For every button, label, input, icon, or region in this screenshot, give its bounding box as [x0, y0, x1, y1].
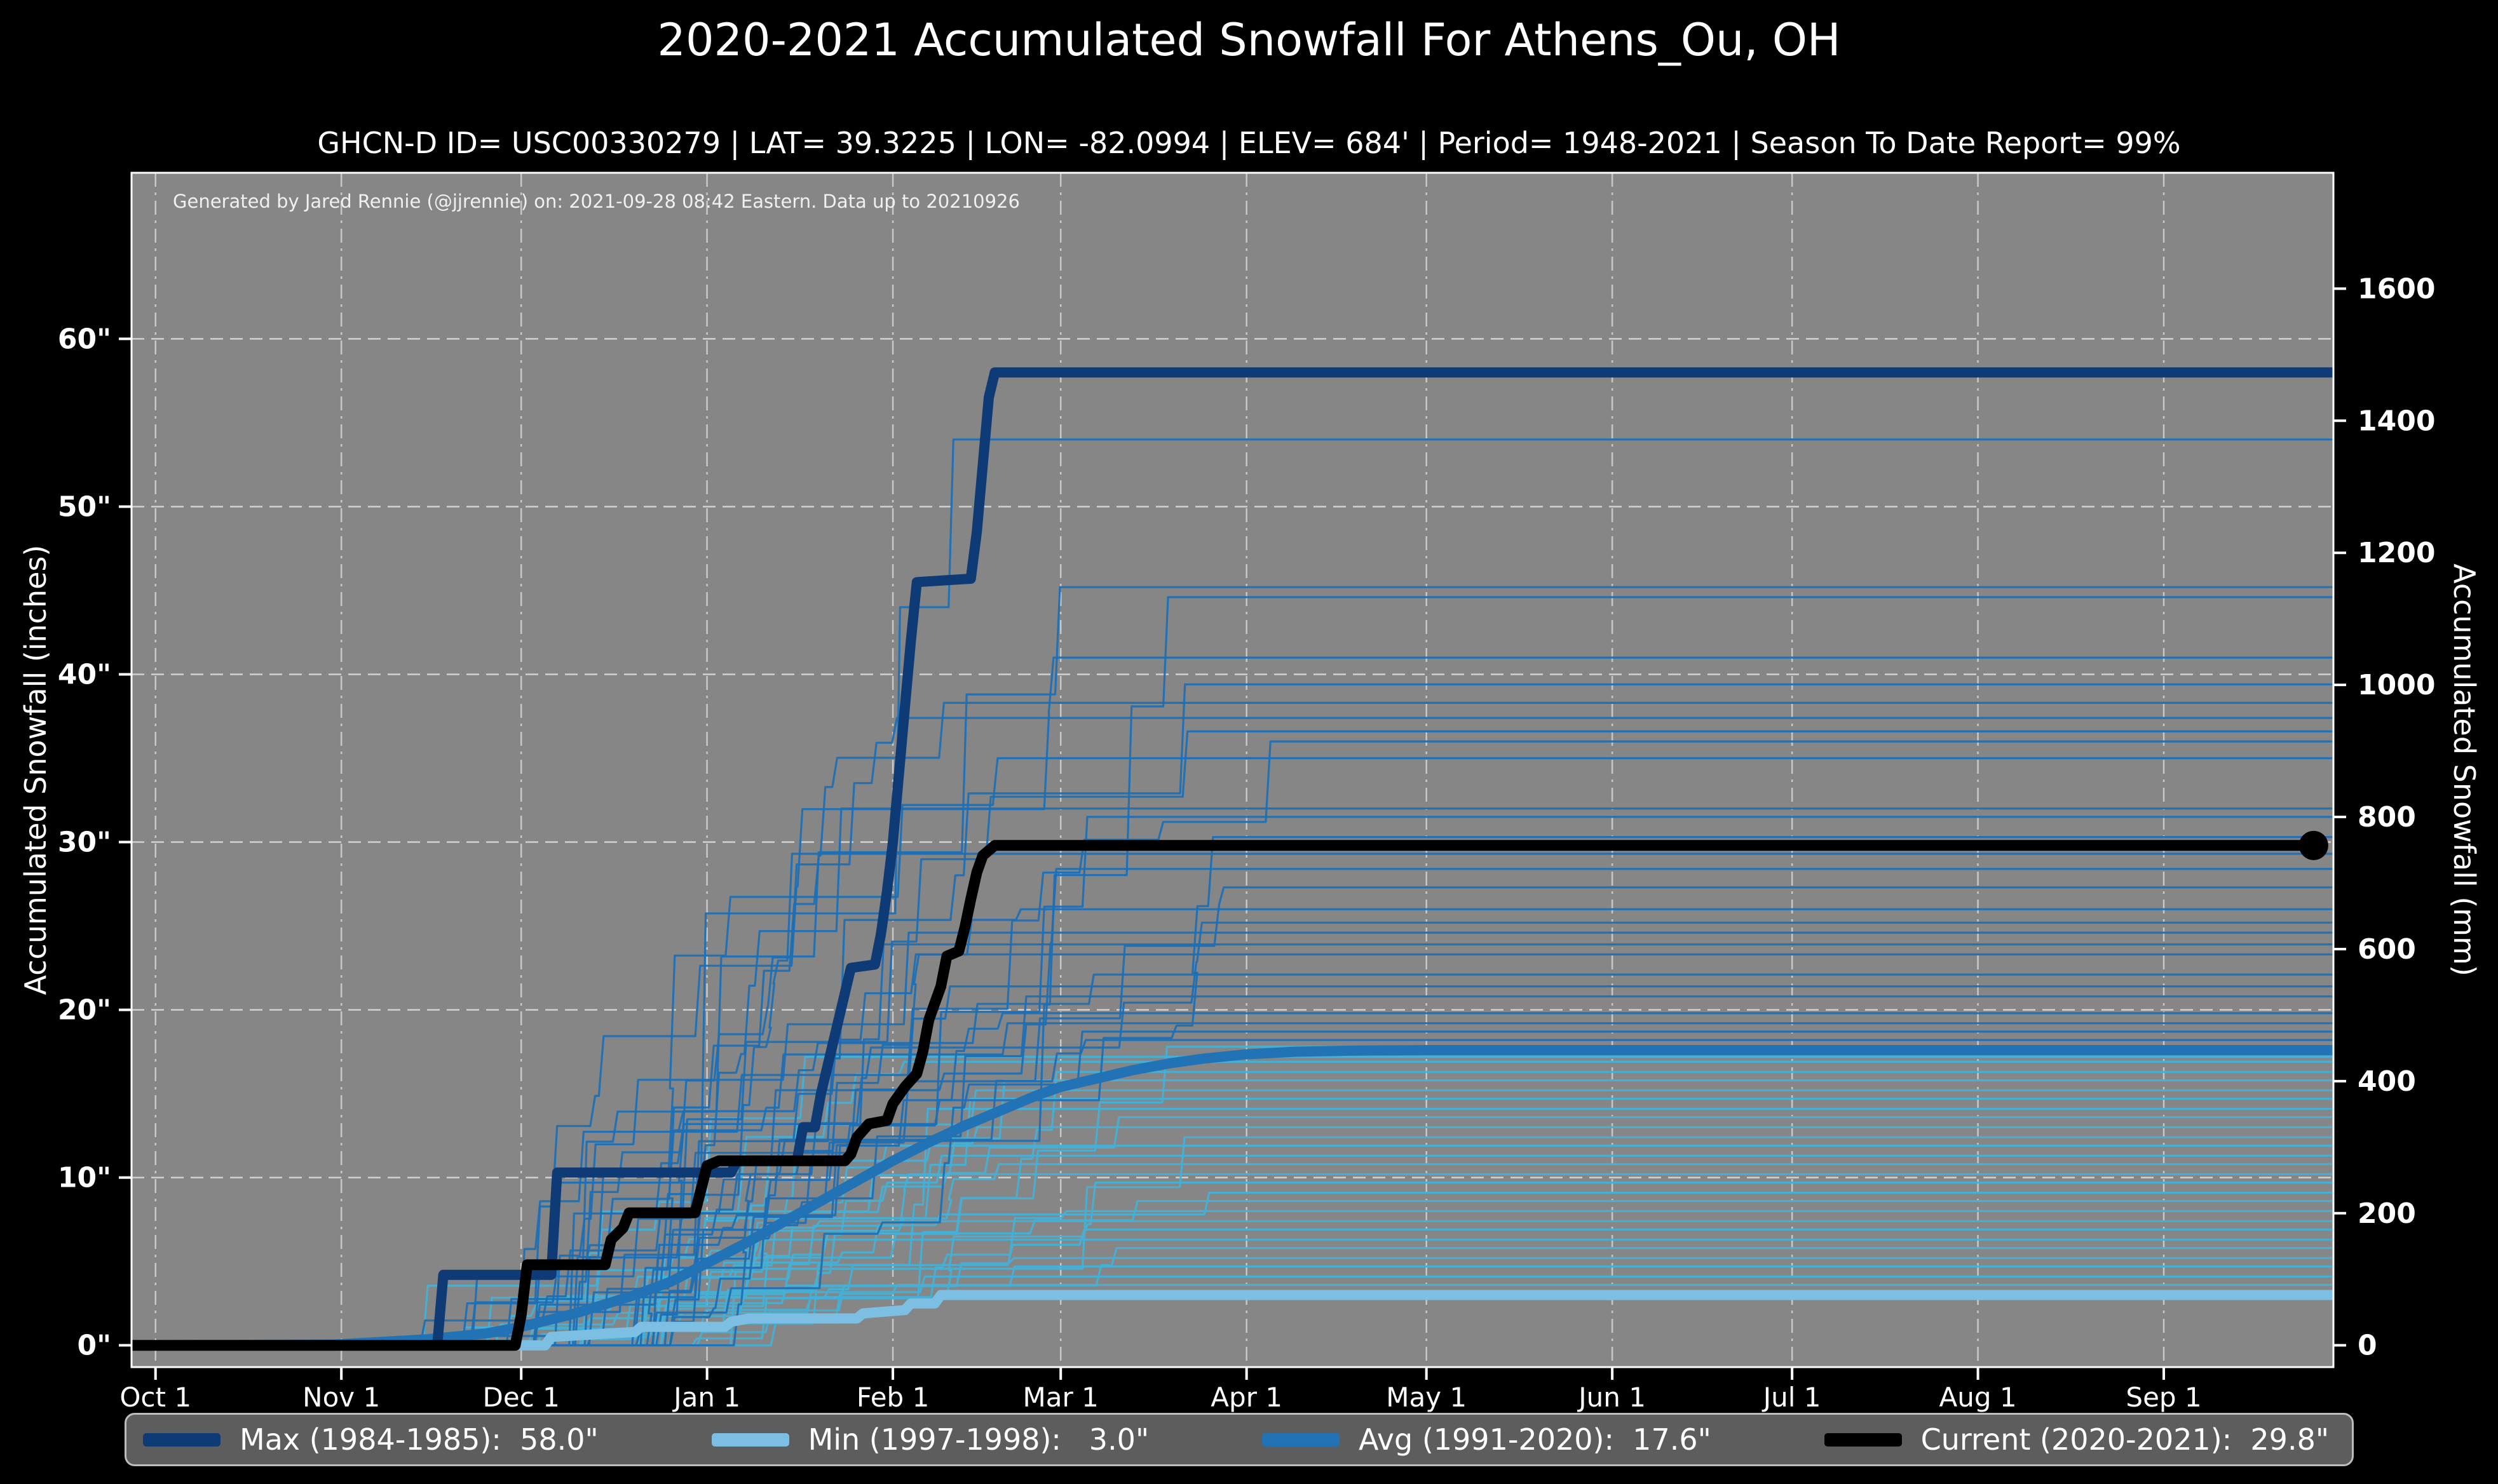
legend-swatch-avg — [1262, 1433, 1340, 1447]
legend-item-current: Current (2020-2021): 29.8" — [1824, 1422, 2329, 1457]
season-line-dark — [132, 717, 2333, 1347]
season-line-dark — [132, 953, 2333, 1347]
season-line-light — [132, 1228, 2333, 1347]
right-tick-label: 400 — [2358, 1065, 2416, 1098]
legend-label-max: Max (1984-1985): 58.0" — [240, 1422, 599, 1457]
legend-item-min: Min (1997-1998): 3.0" — [711, 1422, 1150, 1457]
right-tick-label: 1400 — [2358, 405, 2435, 437]
x-tick-label: Nov 1 — [302, 1382, 380, 1413]
right-tick-label: 600 — [2358, 933, 2416, 966]
x-tick-label: Jan 1 — [672, 1382, 740, 1413]
x-tick-label: Aug 1 — [1939, 1382, 2017, 1413]
series-avg — [132, 1045, 2333, 1351]
season-line-light — [132, 1173, 2333, 1347]
x-tick-label: Jul 1 — [1761, 1382, 1821, 1413]
left-tick-label: 20" — [58, 994, 111, 1027]
legend-label-min: Min (1997-1998): 3.0" — [808, 1422, 1150, 1457]
left-tick-label: 60" — [58, 323, 111, 355]
chart-title: 2020-2021 Accumulated Snowfall For Athen… — [657, 14, 1841, 66]
legend: Max (1984-1985): 58.0" Min (1997-1998): … — [125, 1413, 2354, 1466]
legend-swatch-max — [143, 1433, 221, 1447]
legend-swatch-current — [1824, 1433, 1902, 1447]
legend-label-avg: Avg (1991-2020): 17.6" — [1359, 1422, 1711, 1457]
x-tick-label: May 1 — [1386, 1382, 1467, 1413]
credit-text: Generated by Jared Rennie (@jjrennie) on… — [173, 191, 1020, 212]
x-tick-label: Feb 1 — [857, 1382, 929, 1413]
right-tick-label: 1600 — [2358, 273, 2435, 305]
season-line-dark — [132, 1030, 2333, 1347]
season-line-dark — [132, 596, 2333, 1347]
season-line-dark — [132, 816, 2333, 1347]
left-tick-label: 0" — [77, 1330, 111, 1362]
legend-label-current: Current (2020-2021): 29.8" — [1920, 1422, 2329, 1457]
left-axis-label: Accumulated Snowfall (inches) — [18, 544, 53, 995]
x-tick-label: Sep 1 — [2126, 1382, 2201, 1413]
left-tick-label: 10" — [58, 1162, 111, 1194]
season-line-dark — [132, 1022, 2333, 1347]
plot-background — [132, 173, 2333, 1367]
right-tick-label: 200 — [2358, 1197, 2416, 1230]
season-line-dark — [132, 835, 2333, 1347]
current-end-dot — [2298, 830, 2328, 860]
right-tick-label: 1200 — [2358, 537, 2435, 569]
right-tick-label: 800 — [2358, 801, 2416, 833]
left-tick-label: 50" — [58, 490, 111, 523]
x-tick-label: Dec 1 — [483, 1382, 560, 1413]
chart-subtitle: GHCN-D ID= USC00330279 | LAT= 39.3225 | … — [317, 126, 2181, 160]
legend-swatch-min — [711, 1433, 789, 1447]
season-line-light — [132, 1181, 2333, 1347]
series-current — [132, 840, 2319, 1351]
x-tick-label: Oct 1 — [119, 1382, 191, 1413]
left-tick-label: 40" — [58, 658, 111, 691]
right-tick-label: 1000 — [2358, 669, 2435, 701]
legend-item-avg: Avg (1991-2020): 17.6" — [1262, 1422, 1711, 1457]
right-axis-label: Accumulated Snowfall (mm) — [2447, 563, 2481, 976]
plot-border — [130, 172, 2335, 1368]
x-tick-label: Apr 1 — [1211, 1382, 1282, 1413]
season-line-dark — [132, 757, 2333, 1347]
season-line-dark — [132, 740, 2333, 1347]
season-line-dark — [132, 701, 2333, 1347]
x-tick-label: Jun 1 — [1577, 1382, 1646, 1413]
series-min — [132, 1290, 2333, 1351]
series-group — [132, 367, 2333, 1351]
right-tick-label: 0 — [2358, 1330, 2377, 1362]
x-tick-label: Mar 1 — [1023, 1382, 1099, 1413]
left-tick-label: 30" — [58, 826, 111, 859]
legend-item-max: Max (1984-1985): 58.0" — [143, 1422, 599, 1457]
